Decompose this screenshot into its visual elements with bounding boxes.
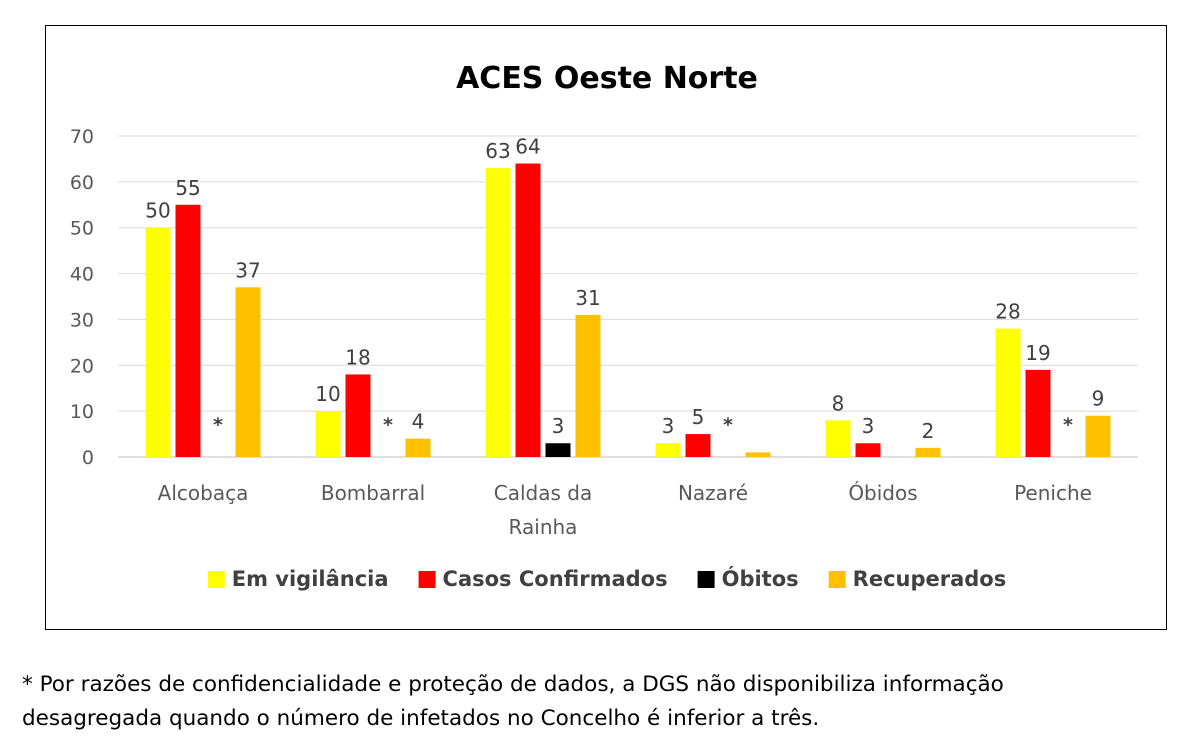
footnote-line-1: * Por razões de confidencialidade e prot… bbox=[22, 672, 1004, 697]
y-tick-label: 0 bbox=[82, 447, 94, 469]
bar bbox=[545, 443, 571, 457]
bar bbox=[1025, 369, 1051, 457]
data-label: 4 bbox=[412, 410, 425, 434]
y-tick-label: 10 bbox=[70, 401, 94, 423]
footnote: * Por razões de confidencialidade e prot… bbox=[22, 668, 1182, 736]
x-tick-label: Óbidos bbox=[848, 481, 917, 505]
y-tick-label: 30 bbox=[70, 309, 94, 331]
bar bbox=[575, 314, 601, 457]
bar bbox=[235, 287, 261, 457]
bar bbox=[685, 434, 711, 457]
bar bbox=[405, 438, 431, 457]
bar bbox=[485, 168, 511, 457]
data-label: 28 bbox=[995, 300, 1020, 324]
gridlines bbox=[118, 135, 1138, 458]
y-tick-label: 70 bbox=[70, 126, 94, 148]
data-label: 55 bbox=[175, 176, 200, 200]
bar bbox=[315, 411, 341, 457]
data-label: 31 bbox=[575, 286, 600, 310]
bars bbox=[145, 163, 1111, 457]
y-tick-label: 60 bbox=[70, 172, 94, 194]
x-tick-label: Caldas da bbox=[494, 481, 592, 505]
legend-label: Recuperados bbox=[853, 567, 1007, 591]
data-label: 9 bbox=[1092, 387, 1105, 411]
data-label: 8 bbox=[832, 391, 845, 415]
bar bbox=[345, 374, 371, 457]
legend-label: Em vigilância bbox=[232, 567, 389, 591]
bar bbox=[855, 443, 881, 457]
data-label: 10 bbox=[315, 382, 340, 406]
x-tick-label: Rainha bbox=[509, 515, 578, 539]
x-tick-label: Alcobaça bbox=[158, 481, 249, 505]
y-tick-label: 50 bbox=[70, 218, 94, 240]
legend: Em vigilância Casos Confirmados Óbitos Recu… bbox=[207, 566, 1007, 591]
data-label: 64 bbox=[515, 135, 540, 159]
x-axis: Alcobaça Bombarral Caldas da Rainha Nazaré Ób… bbox=[158, 481, 1092, 539]
data-label: 3 bbox=[552, 414, 565, 438]
x-tick-label: Bombarral bbox=[321, 481, 425, 505]
legend-swatch bbox=[828, 571, 846, 588]
chart-title: ACES Oeste Norte bbox=[456, 61, 758, 96]
bar bbox=[745, 452, 771, 457]
x-tick-label: Peniche bbox=[1014, 481, 1092, 505]
y-tick-label: 40 bbox=[70, 264, 94, 286]
bar bbox=[915, 447, 941, 457]
x-tick-label: Nazaré bbox=[678, 481, 748, 505]
data-label: * bbox=[213, 414, 223, 436]
chart-frame: ACES Oeste Norte 0 10 20 30 40 50 60 70 50 55 * 37… bbox=[45, 25, 1167, 630]
bar bbox=[1085, 415, 1111, 457]
legend-swatch bbox=[697, 571, 715, 588]
data-label: 3 bbox=[862, 414, 875, 438]
data-label: * bbox=[1063, 414, 1073, 436]
data-label: 50 bbox=[145, 199, 170, 223]
bar bbox=[655, 443, 681, 457]
data-label: 5 bbox=[692, 405, 705, 429]
legend-label: Casos Confirmados bbox=[443, 567, 668, 591]
legend-swatch bbox=[207, 571, 225, 588]
y-tick-label: 20 bbox=[70, 355, 94, 377]
bar bbox=[175, 204, 201, 457]
bar bbox=[995, 328, 1021, 457]
legend-swatch bbox=[418, 571, 436, 588]
data-label: 63 bbox=[485, 139, 510, 163]
data-label: 3 bbox=[662, 414, 675, 438]
footnote-line-2: desagregada quando o número de infetados… bbox=[22, 706, 820, 731]
bar bbox=[145, 227, 171, 457]
data-label: 19 bbox=[1025, 341, 1050, 365]
bar bbox=[515, 163, 541, 457]
y-axis: 0 10 20 30 40 50 60 70 bbox=[70, 126, 94, 469]
data-label: * bbox=[383, 414, 393, 436]
data-label: 18 bbox=[345, 345, 370, 369]
data-label: * bbox=[723, 414, 733, 436]
data-label: 2 bbox=[922, 419, 935, 443]
legend-label: Óbitos bbox=[722, 566, 799, 591]
bar bbox=[825, 420, 851, 457]
data-label: 37 bbox=[235, 258, 260, 282]
